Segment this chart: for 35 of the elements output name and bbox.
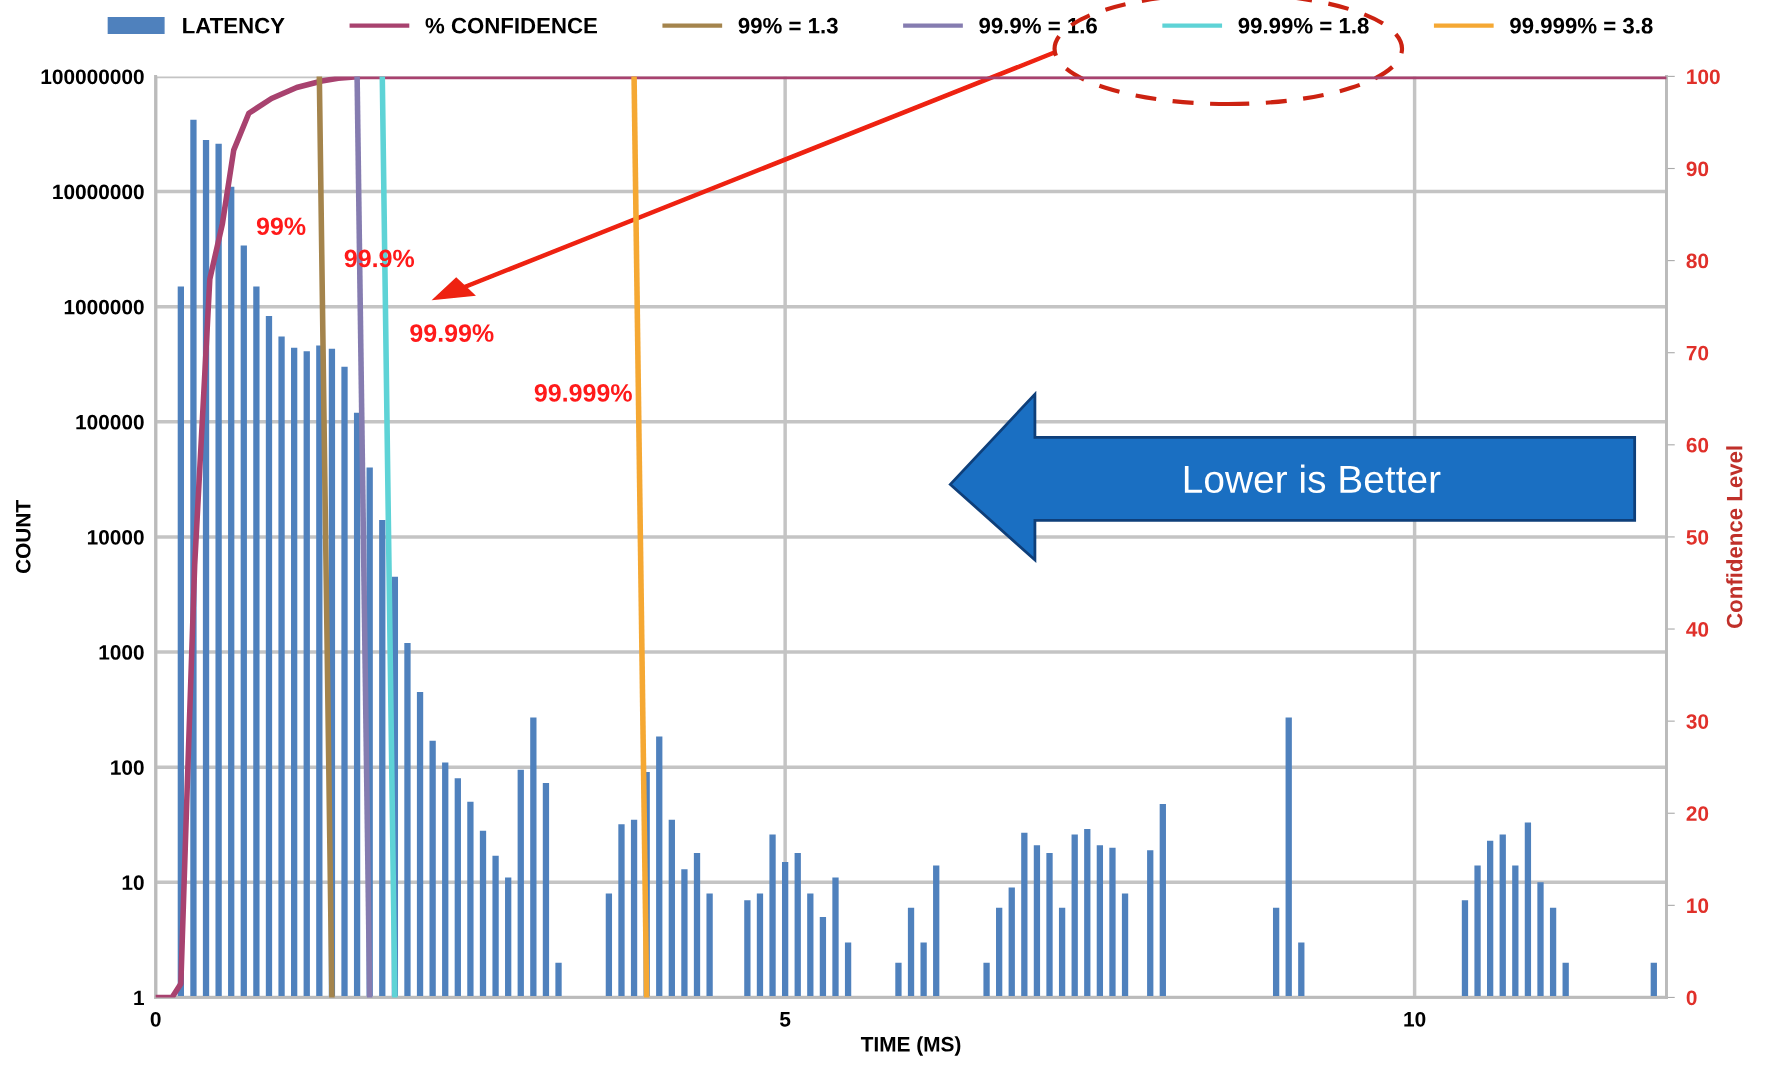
y-tick-label: 1000 bbox=[99, 645, 144, 660]
y2-tick-label: 50 bbox=[1686, 529, 1709, 545]
y2-tick-label: 80 bbox=[1686, 253, 1709, 269]
y2-tick-label: 30 bbox=[1686, 714, 1709, 729]
y-tick-label: 10 bbox=[122, 875, 144, 891]
y2-tick-label: 100 bbox=[1687, 69, 1720, 85]
legend-label: 99.99% = 1.8 bbox=[1238, 17, 1369, 34]
y-tick-label: 1 bbox=[134, 990, 144, 1005]
y-axis-title: COUNT bbox=[15, 500, 31, 574]
x-tick-label: 0 bbox=[150, 1011, 161, 1027]
x-tick-label: 10 bbox=[1404, 1011, 1426, 1027]
y2-tick-label: 10 bbox=[1687, 898, 1709, 914]
legend-label: 99.999% = 3.8 bbox=[1510, 17, 1653, 34]
y2-tick-label: 90 bbox=[1686, 161, 1709, 177]
x-tick-label: 5 bbox=[779, 1012, 791, 1027]
y2-axis-title: Confidence Level bbox=[1726, 446, 1743, 628]
annotation: 99.999% bbox=[534, 384, 632, 402]
annotation: Lower is Better bbox=[1184, 464, 1441, 494]
y2-tick-label: 0 bbox=[1686, 990, 1697, 1006]
x-axis-title: TIME (MS) bbox=[860, 1036, 961, 1056]
y2-tick-label: 70 bbox=[1686, 345, 1709, 361]
annotation: 99.99% bbox=[410, 324, 494, 342]
y-tick-label: 10000 bbox=[87, 529, 144, 545]
legend-label: % CONFIDENCE bbox=[425, 17, 597, 34]
y-tick-label: 100 bbox=[111, 760, 144, 775]
y2-tick-label: 20 bbox=[1686, 806, 1709, 821]
annotation: 99% bbox=[256, 217, 306, 236]
legend-label: 99% = 1.3 bbox=[738, 17, 838, 34]
y-tick-label: 1000000 bbox=[64, 299, 144, 315]
y2-tick-label: 60 bbox=[1686, 437, 1709, 453]
legend-label: LATENCY bbox=[183, 17, 285, 34]
y-tick-label: 100000 bbox=[76, 414, 144, 430]
y-tick-label: 10000000 bbox=[53, 184, 144, 200]
y-tick-label: 100000000 bbox=[41, 69, 144, 85]
y2-tick-label: 40 bbox=[1686, 622, 1709, 637]
